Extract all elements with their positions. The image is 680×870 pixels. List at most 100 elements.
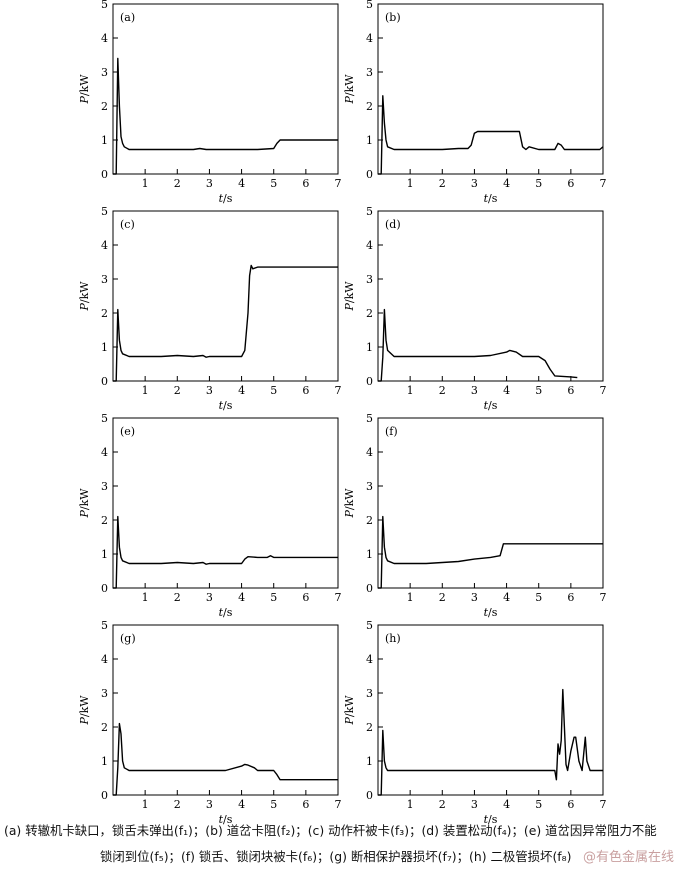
x-tick-label: 4	[238, 798, 245, 811]
x-tick-label: 4	[238, 177, 245, 190]
y-tick-label: 2	[366, 100, 373, 113]
power-curve	[378, 515, 603, 589]
y-tick-label: 4	[101, 32, 108, 45]
y-tick-label: 3	[366, 273, 373, 286]
x-axis-label: t/s	[219, 606, 233, 619]
y-tick-label: 0	[366, 168, 373, 181]
y-tick-label: 2	[366, 514, 373, 527]
y-tick-label: 4	[366, 32, 373, 45]
y-tick-label: 5	[366, 619, 373, 632]
y-tick-label: 2	[366, 721, 373, 734]
x-tick-label: 1	[142, 384, 149, 397]
panel-label: (c)	[120, 218, 135, 231]
plot-frame	[377, 3, 604, 175]
x-tick-label: 2	[174, 177, 181, 190]
x-tick-label: 5	[270, 177, 277, 190]
plot-frame	[377, 417, 604, 589]
y-tick-label: 5	[101, 0, 108, 11]
y-tick-label: 0	[366, 789, 373, 802]
y-tick-label: 0	[101, 582, 108, 595]
x-tick-label: 4	[238, 591, 245, 604]
x-tick-label: 5	[535, 177, 542, 190]
plot-frame	[112, 210, 339, 382]
y-tick-label: 1	[366, 548, 373, 561]
y-tick-label: 1	[366, 755, 373, 768]
x-axis-label: t/s	[219, 399, 233, 412]
y-tick-label: 3	[101, 687, 108, 700]
y-tick-label: 3	[101, 480, 108, 493]
plot-frame	[112, 3, 339, 175]
subplot-a: 1 2 3 4 5 6 7 0 1 2 3 4 5 (a) t/s P/kW	[78, 0, 342, 205]
x-tick-label: 2	[174, 384, 181, 397]
x-tick-label: 3	[471, 591, 478, 604]
x-tick-label: 6	[302, 384, 309, 397]
y-axis-label: P/kW	[78, 488, 91, 519]
panel-label: (b)	[385, 11, 401, 24]
y-tick-label: 0	[101, 789, 108, 802]
y-tick-label: 3	[366, 687, 373, 700]
y-tick-label: 0	[366, 582, 373, 595]
x-tick-label: 6	[302, 591, 309, 604]
y-tick-label: 3	[366, 66, 373, 79]
x-tick-label: 7	[335, 591, 342, 604]
x-axis-label: t/s	[484, 813, 498, 826]
x-axis-label: t/s	[219, 813, 233, 826]
x-tick-label: 6	[302, 177, 309, 190]
x-tick-label: 1	[142, 177, 149, 190]
x-axis-label: t/s	[484, 399, 498, 412]
x-tick-label: 2	[439, 384, 446, 397]
y-axis-label: P/kW	[78, 281, 91, 312]
x-tick-label: 3	[206, 384, 213, 397]
y-axis-label: P/kW	[343, 488, 356, 519]
power-curve	[378, 688, 603, 796]
panel-label: (d)	[385, 218, 401, 231]
power-curve	[378, 308, 578, 382]
x-tick-label: 3	[206, 177, 213, 190]
y-tick-label: 1	[366, 341, 373, 354]
power-curve	[113, 264, 338, 382]
y-tick-label: 3	[366, 480, 373, 493]
watermark: @有色金属在线	[582, 850, 674, 865]
y-tick-label: 1	[101, 548, 108, 561]
plot-frame	[377, 210, 604, 382]
subplot-h: 1 2 3 4 5 6 7 0 1 2 3 4 5 (h) t/s P/kW	[343, 619, 607, 826]
x-tick-label: 5	[270, 384, 277, 397]
plot-frame	[112, 417, 339, 589]
y-tick-label: 4	[101, 239, 108, 252]
panel-label: (g)	[120, 632, 136, 645]
x-axis-label: t/s	[484, 606, 498, 619]
y-tick-label: 5	[366, 205, 373, 218]
x-tick-label: 1	[407, 591, 414, 604]
power-curve	[113, 515, 338, 589]
y-tick-label: 0	[101, 168, 108, 181]
x-tick-label: 3	[471, 177, 478, 190]
y-tick-label: 5	[101, 619, 108, 632]
y-tick-label: 2	[366, 307, 373, 320]
y-tick-label: 1	[366, 134, 373, 147]
x-tick-label: 4	[503, 591, 510, 604]
x-axis-label: t/s	[484, 192, 498, 205]
subplot-e: 1 2 3 4 5 6 7 0 1 2 3 4 5 (e) t/s P/kW	[78, 412, 342, 619]
y-tick-label: 2	[101, 100, 108, 113]
x-tick-label: 5	[535, 798, 542, 811]
x-tick-label: 6	[567, 177, 574, 190]
x-tick-label: 4	[238, 384, 245, 397]
subplot-b: 1 2 3 4 5 6 7 0 1 2 3 4 5 (b) t/s P/kW	[343, 0, 607, 205]
subplot-c: 1 2 3 4 5 6 7 0 1 2 3 4 5 (c) t/s P/kW	[78, 205, 342, 412]
caption-line-2: 锁闭到位(f₅)；(f) 锁舌、锁闭块被卡(f₆)；(g) 断相保护器损坏(f₇…	[100, 849, 572, 864]
power-curve	[113, 722, 338, 796]
x-tick-label: 6	[302, 798, 309, 811]
x-tick-label: 5	[535, 591, 542, 604]
y-axis-label: P/kW	[343, 281, 356, 312]
x-tick-label: 7	[600, 591, 607, 604]
subplot-g: 1 2 3 4 5 6 7 0 1 2 3 4 5 (g) t/s P/kW	[78, 619, 342, 826]
x-tick-label: 1	[407, 384, 414, 397]
x-tick-label: 3	[471, 798, 478, 811]
y-tick-label: 5	[101, 412, 108, 425]
x-tick-label: 1	[407, 177, 414, 190]
x-tick-label: 2	[439, 591, 446, 604]
x-tick-label: 4	[503, 798, 510, 811]
y-tick-label: 4	[101, 653, 108, 666]
y-tick-label: 2	[101, 307, 108, 320]
